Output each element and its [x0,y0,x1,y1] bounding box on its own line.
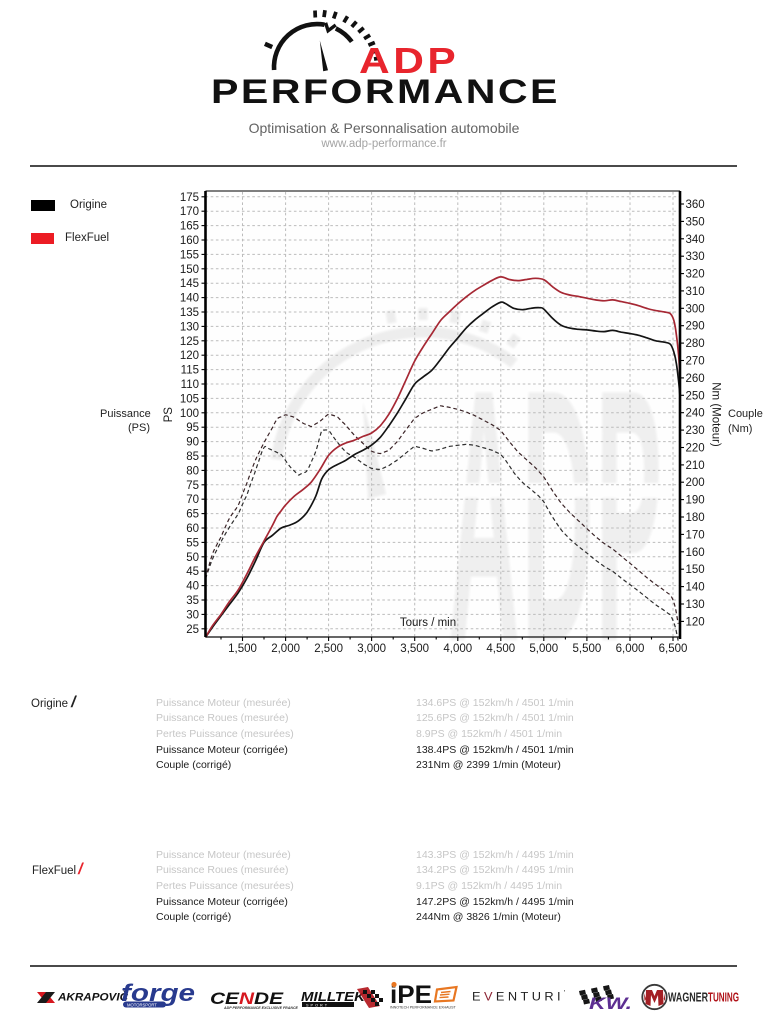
svg-text:KW.: KW. [589,995,632,1013]
svg-text:105: 105 [180,393,199,405]
svg-text:6,500: 6,500 [659,643,688,655]
svg-text:SPORT: SPORT [306,1003,329,1007]
svg-text:170: 170 [180,206,199,218]
svg-text:PS: PS [163,407,175,423]
svg-text:135: 135 [180,307,199,319]
svg-text:60: 60 [186,523,199,535]
svg-text:320: 320 [686,269,705,281]
svg-text:250: 250 [686,390,705,402]
svg-text:190: 190 [686,495,705,507]
svg-text:100: 100 [180,408,199,420]
svg-text:': ' [564,990,565,997]
svg-text:85: 85 [186,451,199,463]
svg-text:270: 270 [686,356,705,368]
svg-text:MOTORSPORT: MOTORSPORT [127,1003,157,1008]
svg-text:310: 310 [686,286,705,298]
svg-text:3,000: 3,000 [357,643,386,655]
svg-text:80: 80 [186,465,199,477]
svg-text:EVENTURI: EVENTURI [472,990,564,1004]
svg-text:iPE: iPE [390,981,432,1009]
svg-text:160: 160 [686,547,705,559]
svg-text:45: 45 [186,566,199,578]
svg-text:210: 210 [686,460,705,472]
svg-text:290: 290 [686,321,705,333]
svg-text:Nm (Moteur): Nm (Moteur) [710,382,722,447]
svg-text:125: 125 [180,336,199,348]
svg-text:155: 155 [180,249,199,261]
svg-text:3,500: 3,500 [400,643,429,655]
svg-text:170: 170 [686,529,705,541]
svg-text:AKRAPOVIČ: AKRAPOVIČ [57,991,129,1004]
svg-text:2,000: 2,000 [271,643,300,655]
svg-text:4,000: 4,000 [443,643,472,655]
svg-text:95: 95 [186,422,199,434]
svg-text:200: 200 [686,477,705,489]
svg-text:5,000: 5,000 [529,643,558,655]
svg-text:1,500: 1,500 [228,643,257,655]
svg-text:35: 35 [186,595,199,607]
svg-text:30: 30 [186,609,199,621]
svg-text:75: 75 [186,480,199,492]
svg-text:130: 130 [686,599,705,611]
svg-text:110: 110 [181,379,199,391]
svg-text:5,500: 5,500 [573,643,602,655]
svg-text:180: 180 [686,512,705,524]
svg-text:160: 160 [180,235,199,247]
svg-text:165: 165 [180,221,199,233]
svg-text:MILLTEK: MILLTEK [301,990,366,1004]
svg-text:220: 220 [686,443,705,455]
svg-text:Tours / min: Tours / min [400,617,456,629]
svg-text:115: 115 [181,365,199,377]
svg-text:150: 150 [686,564,705,576]
svg-text:260: 260 [686,373,705,385]
svg-text:50: 50 [186,552,199,564]
svg-text:140: 140 [180,293,199,305]
svg-text:40: 40 [186,581,199,593]
svg-text:90: 90 [186,437,199,449]
svg-text:340: 340 [686,234,705,246]
svg-text:120: 120 [180,350,199,362]
svg-text:330: 330 [686,251,705,263]
svg-text:145: 145 [180,278,199,290]
svg-text:300: 300 [686,303,705,315]
svg-text:175: 175 [180,192,199,204]
svg-text:280: 280 [686,338,705,350]
svg-text:230: 230 [686,425,705,437]
svg-text:ADP PERFORMANCE EXCLUSIVE FRAN: ADP PERFORMANCE EXCLUSIVE FRANCE [223,1006,299,1010]
svg-text:70: 70 [186,494,199,506]
svg-text:WAGNER: WAGNER [668,991,708,1005]
svg-text:140: 140 [686,582,705,594]
svg-text:6,000: 6,000 [616,643,645,655]
svg-text:4,500: 4,500 [486,643,515,655]
svg-text:65: 65 [186,509,199,521]
svg-text:INNOTECH PERFORMANCE EXHAUST: INNOTECH PERFORMANCE EXHAUST [390,1006,456,1010]
svg-text:2,500: 2,500 [314,643,343,655]
svg-text:360: 360 [686,199,705,211]
svg-text:120: 120 [686,616,705,628]
svg-text:350: 350 [686,216,705,228]
svg-text:240: 240 [686,408,705,420]
svg-text:55: 55 [186,537,199,549]
svg-text:150: 150 [180,264,199,276]
svg-text:25: 25 [186,624,199,636]
svg-text:TUNING: TUNING [708,991,739,1005]
svg-text:130: 130 [180,321,199,333]
